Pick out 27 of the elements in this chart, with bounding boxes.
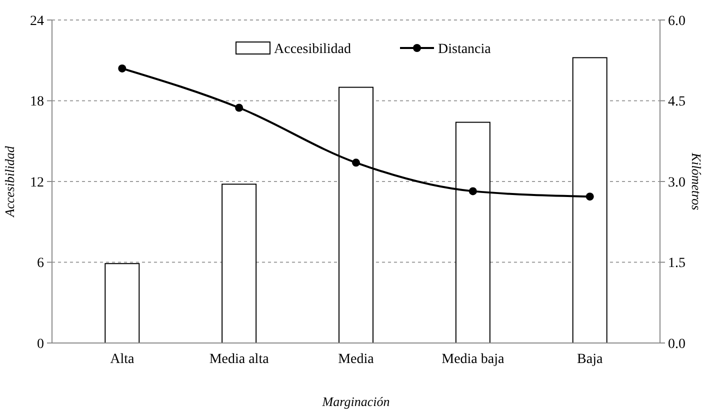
y2-tick-label: 4.5 <box>668 94 686 110</box>
x-axis-title: Marginación <box>321 394 390 409</box>
point <box>468 187 477 196</box>
x-tick-label: Baja <box>577 352 604 367</box>
point <box>586 192 594 201</box>
y-axis-title: Accesibilidad <box>2 146 17 218</box>
x-tick-label: Media baja <box>442 352 505 367</box>
bar <box>104 263 140 344</box>
legend-label: Accesibilidad <box>274 42 351 57</box>
point <box>235 104 244 112</box>
bar <box>222 184 257 344</box>
y2-tick-label: 1.5 <box>668 256 686 272</box>
y-tick-label: 12 <box>30 175 44 190</box>
y2-axis-title: Kilómetros <box>689 152 704 210</box>
x-tick-label: Media alta <box>209 352 270 367</box>
point <box>352 158 360 167</box>
legend-label: Distancia <box>438 42 492 57</box>
y-tick-label: 0 <box>37 336 44 352</box>
point <box>118 64 126 72</box>
y-tick-label: 6 <box>37 256 44 272</box>
x-tick-label: Media <box>338 352 375 367</box>
y-tick-label: 24 <box>30 14 44 29</box>
x-tick-label: Alta <box>110 352 135 367</box>
y2-tick-label: 3.0 <box>668 175 686 190</box>
y2-tick-label: 6.0 <box>668 14 686 29</box>
y-tick-label: 18 <box>30 94 44 110</box>
y2-tick-label: 0.0 <box>668 336 686 352</box>
